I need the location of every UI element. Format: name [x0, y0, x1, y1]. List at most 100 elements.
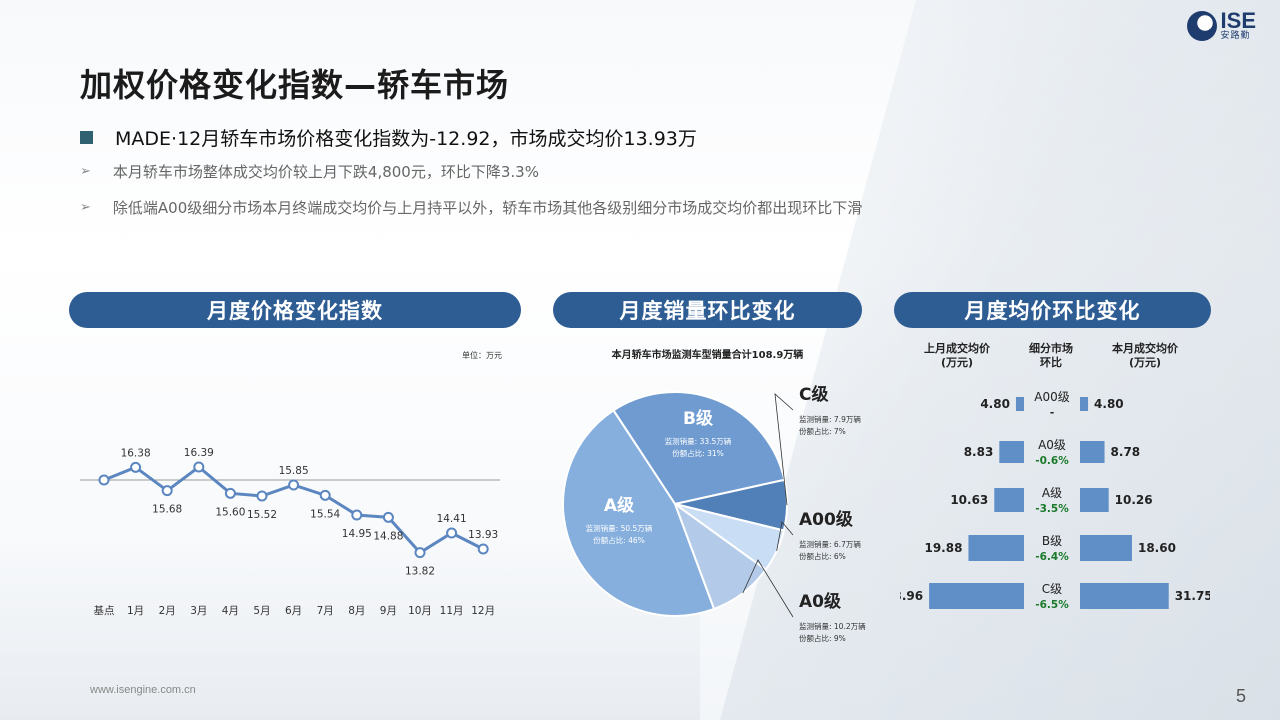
x-tick-label: 11月 [440, 605, 464, 617]
headline-text: MADE·12月轿车市场价格变化指数为-12.92，市场成交均价13.93万 [115, 128, 697, 150]
slice-name: A级 [604, 495, 634, 516]
slice-volume: 监测销量: 33.5万辆 [665, 436, 732, 446]
segment-label: B级 [1042, 534, 1062, 548]
subpoint-1: ➢ 本月轿车市场整体成交均价较上月下跌4,800元，环比下降3.3% [80, 161, 539, 182]
data-point [193, 461, 205, 473]
data-point [256, 490, 268, 502]
section-header-avg-price: 月度均价环比变化 [894, 292, 1211, 328]
logo-brand: ISE [1220, 8, 1256, 33]
col-header-last-month: 上月成交均价 (万元) [924, 342, 990, 370]
slice-name: A00级 [799, 509, 853, 530]
section-header-price-index: 月度价格变化指数 [69, 292, 521, 328]
segment-label: A级 [1042, 486, 1062, 500]
bar-last-month [994, 488, 1024, 512]
slice-volume: 监测销量: 7.9万辆 [799, 414, 861, 424]
bar-this-month [1080, 488, 1109, 512]
segment-label: C级 [1042, 582, 1062, 596]
data-label: 16.39 [184, 447, 214, 459]
subpoint-1-text: 本月轿车市场整体成交均价较上月下跌4,800元，环比下降3.3% [112, 163, 539, 181]
slice-volume: 监测销量: 50.5万辆 [586, 523, 653, 533]
value-this-month: 10.26 [1115, 493, 1153, 507]
leader-line [742, 559, 794, 618]
pie-chart-title: 本月轿车市场监测车型销量合计108.9万辆 [611, 350, 804, 361]
data-label: 14.41 [437, 513, 467, 525]
value-this-month: 4.80 [1094, 397, 1124, 411]
segment-label: A00级 [1034, 390, 1069, 404]
bar-this-month [1080, 441, 1105, 463]
bar-last-month [1015, 397, 1024, 411]
data-label: 16.38 [121, 447, 151, 459]
slice-share: 份额占比: 6% [799, 551, 846, 561]
slice-share: 份额占比: 9% [799, 633, 846, 643]
data-point [446, 527, 458, 539]
data-label: 13.82 [405, 566, 435, 578]
pie-slice [612, 391, 786, 506]
value-last-month: 4.80 [980, 397, 1010, 411]
bar-this-month [1080, 397, 1089, 411]
page-number: 5 [1235, 686, 1246, 706]
bar-this-month [1080, 535, 1132, 561]
data-point [319, 489, 331, 501]
line-chart: 基点 16.38 1月 15.68 2月 16.39 3月 15.60 4月 15.52 5月 15.… [80, 447, 500, 617]
arrow-bullet-icon: ➢ [80, 200, 91, 215]
slice-name: B级 [683, 408, 713, 429]
bar-this-month [1080, 583, 1169, 609]
x-tick-label: 3月 [190, 605, 207, 617]
x-tick-label: 8月 [348, 605, 365, 617]
slice-share: 份额占比: 31% [672, 448, 724, 458]
subpoint-2: ➢ 除低端A00级细分市场本月终端成交均价与上月持平以外，轿车市场其他各级别细分… [80, 197, 862, 218]
value-this-month: 8.78 [1111, 445, 1141, 459]
bar-last-month [999, 441, 1024, 463]
value-last-month: 19.88 [924, 541, 962, 555]
slice-volume: 监测销量: 6.7万辆 [799, 539, 861, 549]
square-bullet-icon [80, 131, 93, 144]
data-label: 15.85 [279, 465, 309, 477]
segment-change: -0.6% [1035, 455, 1069, 467]
slice-share: 份额占比: 46% [593, 535, 645, 545]
x-tick-label: 10月 [408, 605, 432, 617]
x-tick-label: 6月 [285, 605, 302, 617]
value-this-month: 18.60 [1138, 541, 1176, 555]
col-header-this-month: 本月成交均价 (万元) [1112, 342, 1178, 370]
x-tick-label: 12月 [471, 605, 495, 617]
data-point [382, 511, 394, 523]
data-point [351, 509, 363, 521]
x-tick-label: 7月 [317, 605, 334, 617]
footer-url: www.isengine.com.cn [90, 684, 196, 696]
x-tick-label: 5月 [253, 605, 270, 617]
ise-logo: ISE 安路勤 [1186, 8, 1256, 41]
slice-share: 份额占比: 7% [799, 426, 846, 436]
x-tick-label: 2月 [159, 605, 176, 617]
section-header-sales: 月度销量环比变化 [553, 292, 862, 328]
x-tick-label: 1月 [127, 605, 144, 617]
leader-line [774, 393, 794, 506]
data-label: 15.60 [215, 506, 245, 518]
segment-change: -6.4% [1035, 551, 1069, 563]
value-last-month: 33.96 [900, 589, 923, 603]
segment-label: A0级 [1038, 438, 1066, 452]
data-label: 15.52 [247, 509, 277, 521]
data-label: 15.54 [310, 508, 340, 520]
data-label: 14.95 [342, 528, 372, 540]
bar-last-month [929, 583, 1024, 609]
pie-slice [562, 409, 716, 617]
data-point [288, 479, 300, 491]
segment-change: -3.5% [1035, 503, 1069, 515]
value-this-month: 31.75 [1175, 589, 1210, 603]
value-last-month: 8.83 [964, 445, 994, 459]
data-point [224, 487, 236, 499]
slice-name: C级 [799, 384, 828, 405]
slice-volume: 监测销量: 10.2万辆 [799, 621, 866, 631]
leader-line [776, 521, 794, 551]
logo-cn: 安路勤 [1220, 31, 1251, 41]
segment-change: -6.5% [1035, 599, 1069, 611]
data-label: 14.88 [373, 530, 403, 542]
subpoint-2-text: 除低端A00级细分市场本月终端成交均价与上月持平以外，轿车市场其他各级别细分市场… [112, 199, 863, 217]
page-title: 加权价格变化指数—轿车市场 [80, 66, 510, 104]
x-tick-label: 9月 [380, 605, 397, 617]
data-label: 13.93 [468, 529, 498, 541]
bar-last-month [968, 535, 1024, 561]
data-point [130, 461, 142, 473]
data-label: 15.68 [152, 504, 182, 516]
